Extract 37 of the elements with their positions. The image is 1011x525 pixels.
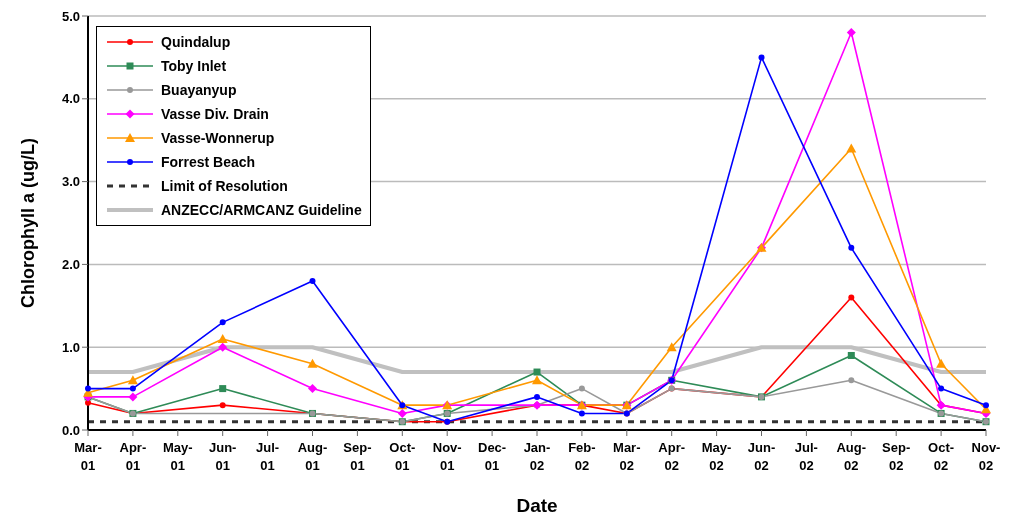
x-tick-label: Sep-01 <box>343 440 372 473</box>
x-tick-label: Feb-02 <box>568 440 596 473</box>
y-tick-label: 1.0 <box>61 339 80 355</box>
x-tick-label: May-02 <box>701 440 732 473</box>
x-tick-label: Jul-01 <box>256 440 280 473</box>
y-tick-label: 0.0 <box>61 422 80 438</box>
legend-label: ANZECC/ARMCANZ Guideline <box>161 202 362 218</box>
x-tick-label: Oct-01 <box>389 440 416 473</box>
legend-label: Quindalup <box>161 34 231 50</box>
x-tick-label: Jun-02 <box>747 440 776 473</box>
legend-label: Limit of Resolution <box>161 178 288 194</box>
x-tick-label: May-01 <box>162 440 193 473</box>
legend-label: Toby Inlet <box>161 58 227 74</box>
x-tick-label: Aug-01 <box>297 440 328 473</box>
x-axis-title: Date <box>516 495 558 516</box>
x-tick-label: Nov-02 <box>971 440 1001 473</box>
x-tick-label: Sep-02 <box>882 440 911 473</box>
y-tick-label: 4.0 <box>61 91 80 107</box>
legend-label: Vasse-Wonnerup <box>161 130 275 146</box>
x-tick-label: Dec-01 <box>478 440 507 473</box>
x-tick-label: Apr-01 <box>119 440 147 473</box>
x-tick-label: Jun-01 <box>208 440 237 473</box>
y-tick-label: 3.0 <box>61 174 80 190</box>
x-tick-label: Nov-01 <box>432 440 462 473</box>
x-tick-label: Mar-02 <box>613 440 641 473</box>
x-tick-label: Jul-02 <box>794 440 818 473</box>
legend-label: Buayanyup <box>161 82 237 98</box>
x-tick-label: Mar-01 <box>74 440 102 473</box>
legend-label: Vasse Div. Drain <box>161 106 269 122</box>
y-tick-label: 2.0 <box>61 257 80 273</box>
y-axis-title: Chlorophyll a (ug/L) <box>18 138 39 308</box>
y-tick-label: 5.0 <box>61 8 80 24</box>
x-tick-label: Aug-02 <box>836 440 867 473</box>
legend-label: Forrest Beach <box>161 154 256 170</box>
x-tick-label: Jan-02 <box>523 440 551 473</box>
x-tick-label: Apr-02 <box>658 440 686 473</box>
x-tick-label: Oct-02 <box>928 440 955 473</box>
